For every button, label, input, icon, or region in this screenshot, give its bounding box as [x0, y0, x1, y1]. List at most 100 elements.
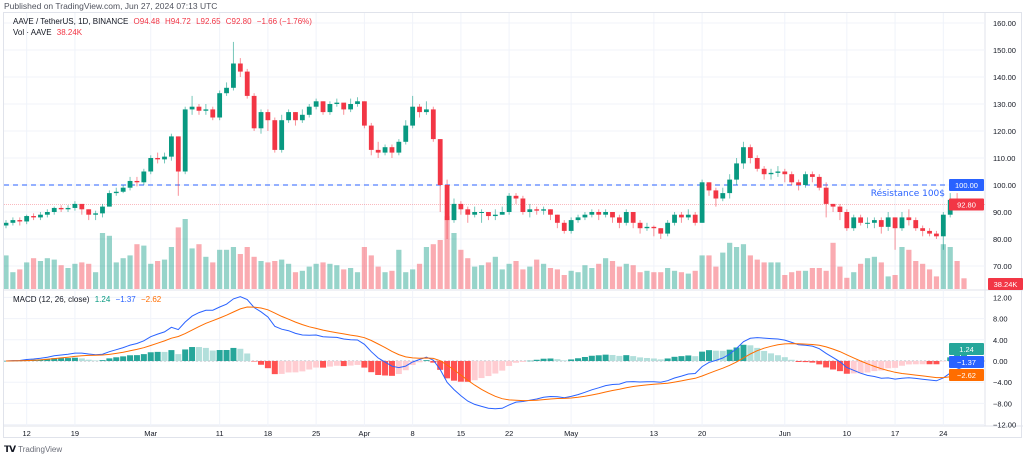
candle-body	[44, 212, 50, 215]
macd-histogram-bar	[51, 358, 58, 361]
price-tick-label: 160.00	[993, 19, 1016, 28]
candle-body	[265, 112, 271, 121]
volume-bar	[740, 244, 747, 289]
macd-histogram-bar	[685, 355, 692, 361]
macd-histogram-bar	[664, 358, 671, 361]
macd-histogram-bar	[450, 361, 457, 381]
volume-bar	[844, 277, 850, 289]
candle-body	[665, 222, 671, 234]
macd-histogram-bar	[320, 361, 327, 368]
volume-bar	[685, 273, 691, 289]
legend-change: −1.66 (−1.76%)	[256, 17, 312, 26]
candle-body	[237, 63, 243, 72]
tradingview-logo[interactable]: 𝗧𝗩 TradingView	[4, 444, 62, 455]
macd-histogram-bar	[712, 350, 719, 361]
candle-body	[293, 112, 298, 121]
macd-histogram-bar	[292, 361, 299, 373]
macd-histogram-bar	[788, 359, 795, 361]
volume-bar	[4, 255, 9, 289]
candle-body	[878, 220, 884, 227]
macd-histogram-bar	[905, 361, 912, 365]
volume-bar	[17, 269, 23, 289]
macd-histogram-bar	[113, 357, 120, 361]
macd-histogram-bar	[382, 361, 389, 376]
volume-bar	[954, 261, 960, 289]
volume-bar	[361, 247, 367, 289]
macd-histogram-bar	[285, 361, 292, 373]
macd-tick-label: 8.00	[993, 315, 1008, 324]
candle-body	[630, 212, 636, 223]
candle-body	[410, 106, 416, 126]
candle-body	[327, 104, 333, 113]
time-tick-label: 17	[891, 429, 899, 438]
macd-histogram-bar	[575, 358, 582, 361]
volume-bar	[499, 269, 505, 289]
volume-bar	[223, 249, 230, 289]
candle-body	[258, 112, 264, 129]
symbol-legend: AAVE / TetherUS, 1D, BINANCE O94.48 H94.…	[13, 17, 315, 26]
candle-body	[134, 180, 140, 183]
volume-bar	[368, 255, 374, 289]
volume-bar	[692, 270, 698, 289]
macd-histogram-bar	[561, 360, 568, 361]
chart-canvas[interactable]: 160.00150.00140.00130.00120.00110.00100.…	[4, 13, 1023, 439]
macd-histogram-bar	[437, 361, 444, 370]
volume-bar	[596, 263, 602, 289]
volume-bar	[589, 268, 595, 289]
time-tick-label: Jun	[779, 429, 791, 438]
volume-bar	[603, 258, 609, 289]
volume-bar	[203, 256, 209, 289]
macd-signal-badge-bg	[949, 369, 984, 381]
macd-histogram-bar	[643, 357, 650, 361]
price-tick-label: 140.00	[993, 73, 1016, 82]
volume-bar	[961, 278, 967, 289]
macd-histogram-bar	[892, 361, 899, 368]
volume-bar	[520, 269, 526, 289]
macd-histogram-bar	[513, 361, 520, 363]
volume-bar	[237, 254, 243, 289]
volume-bar	[120, 258, 126, 289]
candle-body	[637, 222, 643, 229]
volume-bar	[485, 262, 492, 289]
macd-histogram-bar	[864, 361, 871, 373]
volume-bar	[327, 263, 333, 289]
macd-histogram-bar	[195, 347, 202, 361]
macd-line	[5, 296, 965, 410]
candle-body	[106, 193, 112, 207]
candle-body	[548, 209, 553, 215]
volume-bar	[155, 261, 161, 289]
candle-body	[713, 190, 719, 199]
candle-body	[589, 212, 595, 215]
candle-body	[224, 87, 229, 94]
candle-body	[10, 220, 16, 223]
candle-body	[596, 212, 602, 215]
macd-histogram-bar	[657, 359, 664, 361]
volume-bar	[279, 259, 285, 289]
candle-body	[251, 95, 257, 129]
volume-bar	[789, 272, 795, 289]
macd-histogram-bar	[209, 350, 216, 361]
volume-bar	[423, 247, 430, 289]
candle-body	[348, 104, 354, 110]
macd-histogram-bar	[340, 361, 347, 367]
macd-histogram-bar	[912, 361, 919, 365]
volume-bar	[568, 270, 574, 289]
macd-histogram-bar	[444, 361, 451, 379]
macd-histogram-bar	[526, 360, 533, 362]
macd-histogram-bar	[133, 355, 140, 361]
volume-bar	[644, 270, 650, 289]
time-tick-label: Mar	[144, 429, 157, 438]
last-price-badge: 92.80	[957, 200, 976, 209]
candle-body	[610, 212, 615, 218]
candle-body	[741, 147, 746, 164]
candle-body	[396, 141, 402, 153]
candle-body	[492, 214, 498, 217]
macd-histogram-bar	[630, 356, 637, 361]
volume-legend: Vol · AAVE 38.24K	[13, 28, 85, 37]
macd-histogram-bar	[816, 361, 823, 365]
candle-body	[582, 214, 588, 218]
volume-bar	[761, 262, 767, 289]
candle-body	[679, 214, 684, 218]
candle-body	[465, 209, 471, 215]
macd-histogram-bar	[230, 347, 237, 361]
